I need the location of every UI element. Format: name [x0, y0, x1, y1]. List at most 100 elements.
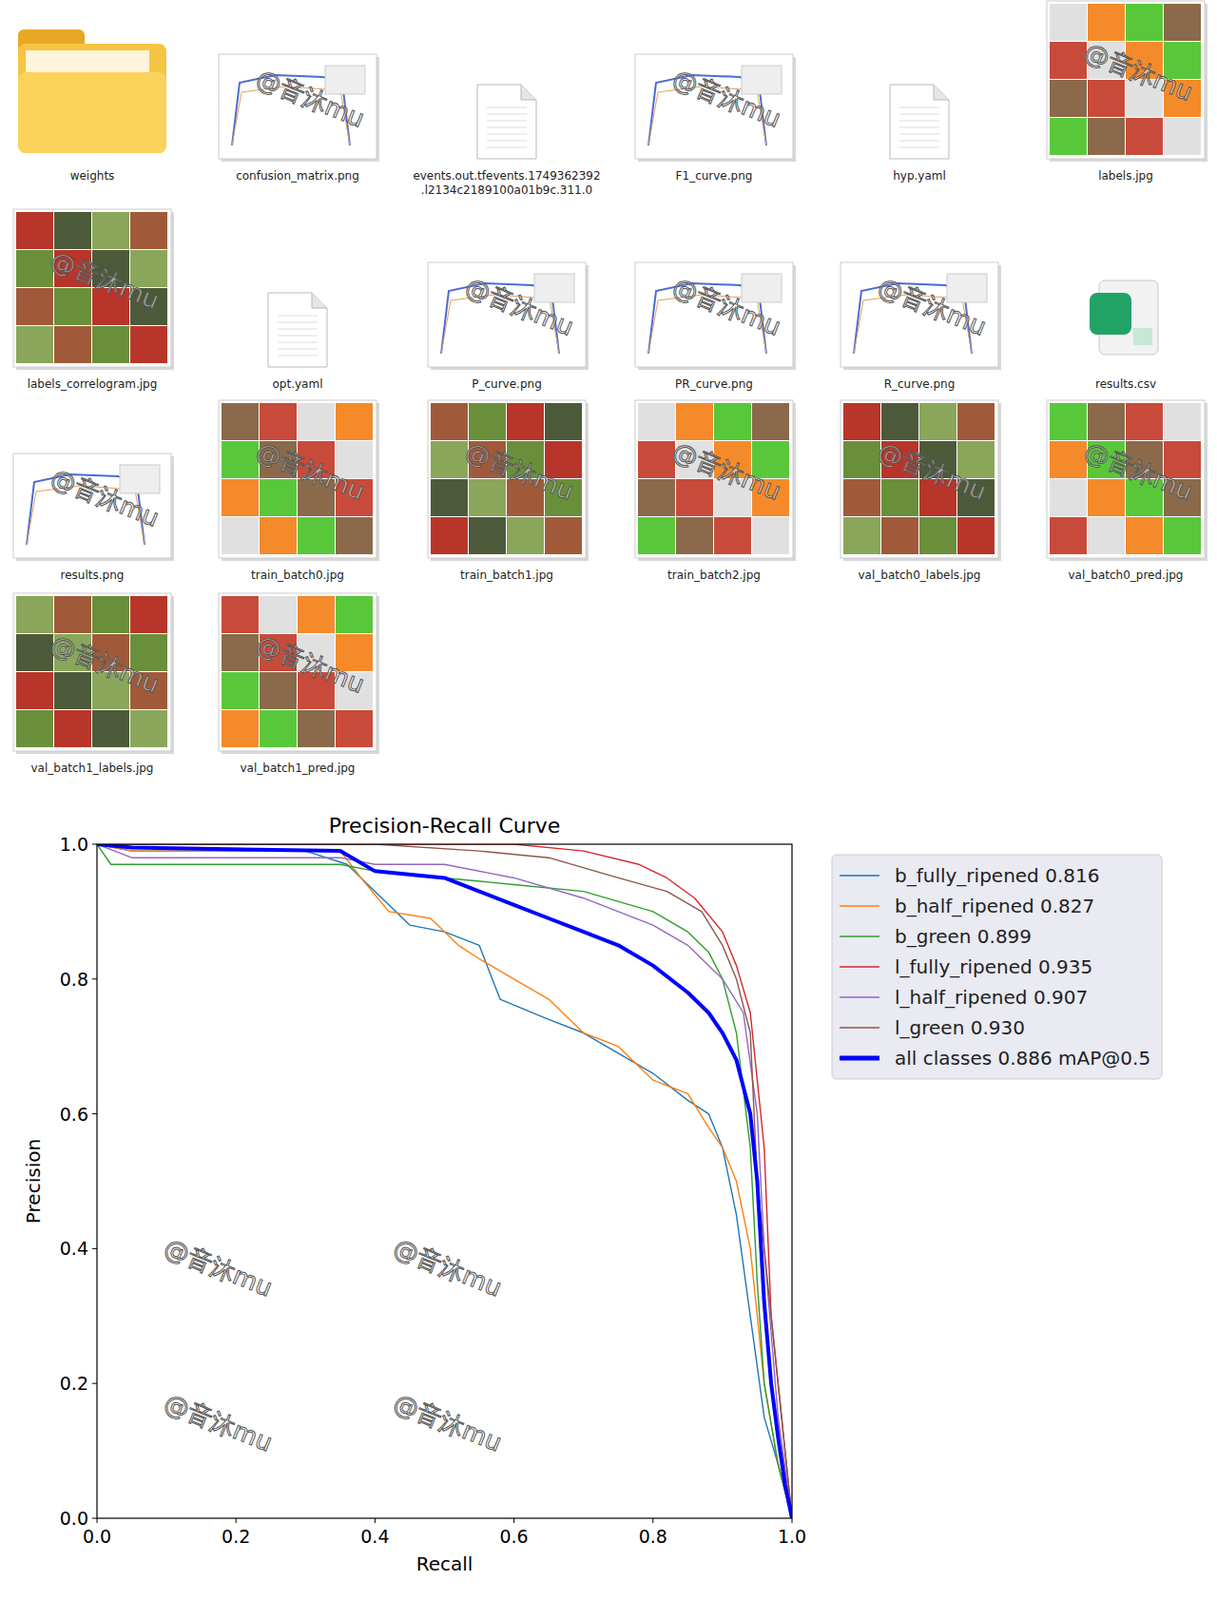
file-item: val_batch0_pred.jpg: [1046, 400, 1208, 582]
x-tick-label: 0.2: [221, 1526, 251, 1547]
pr-curve: [96, 844, 793, 1519]
thumb-tile: [1087, 403, 1125, 441]
doc-fold: [311, 292, 328, 309]
file-name: confusion_matrix.png: [235, 169, 360, 183]
doc-line: [486, 134, 527, 136]
thumb-tile: [1049, 517, 1087, 555]
watermark: @音沐mu: [461, 436, 578, 506]
thumb-legend: [325, 65, 366, 95]
thumb-tile: [221, 596, 259, 634]
watermark: @音沐mu: [668, 63, 785, 134]
y-tick-label: 0.8: [59, 968, 89, 990]
thumb-tile: [430, 517, 468, 555]
x-tick: [652, 1518, 654, 1524]
thumb-tile: [130, 596, 168, 634]
watermark: @音沐mu: [46, 245, 163, 315]
chart: Precision-Recall Curve 0.0 0.2 0.4 0.6 0.8 1.0…: [21, 813, 1162, 1576]
chart-title: Precision-Recall Curve: [328, 813, 561, 838]
thumb-shadow: [430, 403, 589, 561]
thumb-tile: [130, 710, 168, 748]
file-name-line: events.out.tfevents.1749362392: [412, 169, 600, 183]
y-tick-label: 0.0: [59, 1507, 89, 1529]
doc-line: [486, 140, 527, 142]
pr-curve: [96, 844, 793, 1519]
watermark: @音沐mu: [873, 271, 990, 342]
legend-swatch: [839, 965, 880, 968]
thumb-tile: [1125, 403, 1163, 441]
thumb-shadow: [16, 596, 174, 754]
legend-label: all classes 0.886 mAP@0.5: [894, 1046, 1151, 1070]
thumbnail: [218, 400, 377, 559]
thumb-tile: [637, 403, 676, 441]
thumb-tile: [92, 326, 130, 364]
thumb-legend: [119, 464, 160, 494]
thumb-tile: [259, 403, 297, 441]
file-name: val_batch1_labels.jpg: [31, 761, 155, 775]
file-name: train_batch1.jpg: [460, 568, 554, 582]
x-tick-label: 0.0: [82, 1526, 112, 1547]
doc-line: [899, 107, 940, 109]
x-tick-label: 0.4: [360, 1526, 389, 1547]
file-name: opt.yaml: [272, 377, 324, 391]
thumb-tile: [881, 403, 919, 441]
file-item: events.out.tfevents.1749362392.l2134c218…: [412, 84, 600, 197]
x-tick: [513, 1518, 515, 1524]
watermark: @音沐mu: [668, 436, 785, 506]
doc-icon: [268, 292, 328, 368]
file-item: val_batch1_labels.jpg: [13, 593, 174, 775]
file-item: hyp.yaml: [889, 84, 949, 183]
file-item: weights: [18, 29, 167, 183]
x-tick-label: 0.6: [499, 1526, 528, 1547]
thumb-tile: [637, 479, 676, 517]
legend-label: l_fully_ripened 0.935: [894, 955, 1093, 979]
thumb-legend: [946, 273, 987, 303]
thumb-tile: [919, 403, 957, 441]
thumbnail: [427, 400, 586, 559]
doc-line: [277, 342, 318, 344]
file-item: val_batch1_pred.jpg: [218, 593, 380, 775]
watermark: @音沐mu: [1080, 37, 1197, 107]
doc-line: [899, 147, 940, 149]
thumb-tile: [506, 517, 544, 555]
y-tick-label: 0.4: [59, 1237, 89, 1259]
legend-label: b_green 0.899: [894, 925, 1032, 948]
legend-label: l_green 0.930: [894, 1016, 1025, 1040]
thumb-tile: [335, 403, 373, 441]
thumb-tile: [881, 517, 919, 555]
doc-line: [899, 134, 940, 136]
file-item: PR_curve.png: [635, 262, 796, 391]
thumb-legend: [534, 273, 575, 303]
file-item: results.csv: [1089, 280, 1159, 391]
thumb-tile: [221, 710, 259, 748]
thumb-tile: [92, 710, 130, 748]
thumb-tile: [1163, 117, 1201, 155]
thumb-tile: [221, 672, 259, 710]
doc-icon: [477, 84, 537, 159]
thumb-legend: [741, 273, 782, 303]
thumbnail: [840, 400, 999, 559]
legend-label: b_fully_ripened 0.816: [894, 864, 1100, 888]
file-name: labels_correlogram.jpg: [27, 377, 158, 391]
thumb-tile: [714, 517, 752, 555]
y-tick-label: 0.2: [59, 1372, 89, 1394]
thumb-tile: [1087, 3, 1125, 41]
thumbnail: [13, 593, 172, 752]
x-axis-title: Recall: [416, 1552, 474, 1576]
thumb-tile: [637, 517, 676, 555]
file-item: P_curve.png: [427, 262, 589, 391]
thumbnail: [635, 262, 793, 368]
watermark: @音沐mu: [46, 463, 163, 533]
thumb-tile: [752, 517, 790, 555]
thumbnail: [13, 209, 172, 368]
file-name: F1_curve.png: [676, 169, 754, 183]
doc-line: [486, 127, 527, 129]
file-name: results.csv: [1095, 377, 1157, 391]
thumb-tile: [54, 596, 92, 634]
thumb-tile: [221, 479, 259, 517]
y-tick: [92, 1383, 97, 1385]
thumb-tile: [714, 403, 752, 441]
thumb-legend: [741, 65, 782, 95]
file-name: weights: [70, 169, 116, 183]
legend-swatch: [839, 1026, 880, 1029]
y-tick-label: 1.0: [59, 833, 89, 855]
